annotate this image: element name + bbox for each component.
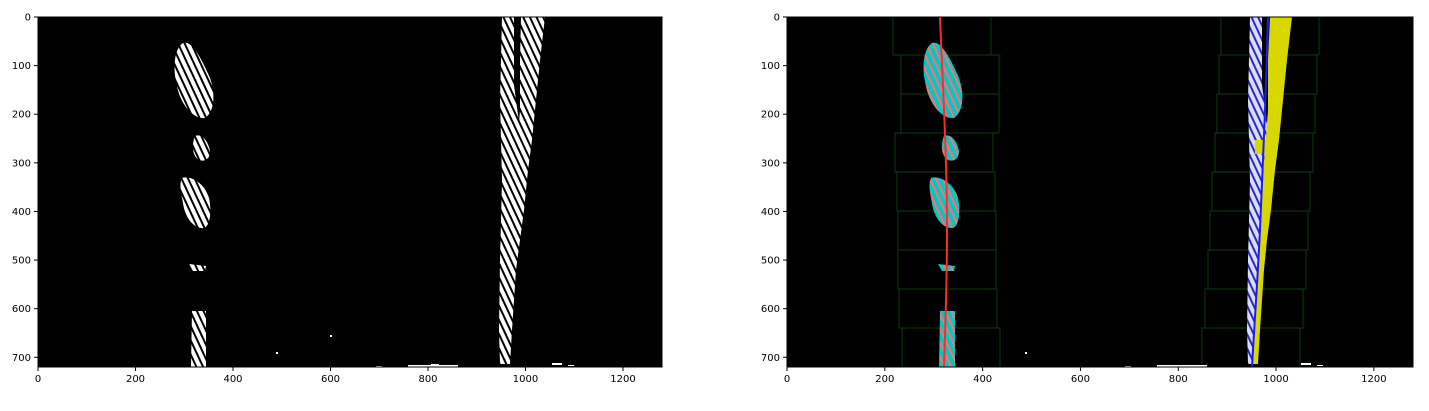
x-tick-label: 200 (126, 374, 145, 385)
x-tick-label: 1000 (513, 374, 538, 385)
y-tick-label: 100 (761, 61, 780, 72)
x-tick-label: 1200 (610, 374, 635, 385)
y-tick-label: 0 (774, 13, 780, 24)
y-tick-label: 600 (761, 304, 780, 315)
x-tick-label: 0 (35, 374, 41, 385)
x-tick-label: 0 (784, 374, 790, 385)
right-lane-pixels (499, 17, 545, 364)
y-tick-label: 600 (12, 304, 31, 315)
binary-warped-ticks: 0 200 400 600 800 1000 1200 0 100 200 300 400 500 600… (12, 13, 636, 386)
x-tick-label: 400 (223, 374, 242, 385)
y-tick-label: 700 (761, 353, 780, 364)
sliding-window-ticks: 0 200 400 600 800 1000 1200 0 100 200 300 400 500 600… (761, 13, 1387, 386)
y-tick-label: 500 (12, 256, 31, 267)
x-tick-label: 1000 (1263, 374, 1288, 385)
y-tick-label: 400 (12, 207, 31, 218)
x-tick-label: 800 (1169, 374, 1188, 385)
x-tick-label: 600 (321, 374, 340, 385)
y-tick-label: 300 (12, 158, 31, 169)
x-tick-label: 200 (875, 374, 894, 385)
right-lane-fit-line (1251, 16, 1269, 368)
left-lane-pixels (174, 42, 214, 367)
y-tick-label: 400 (761, 207, 780, 218)
y-tick-label: 100 (12, 61, 31, 72)
axes-frame (37, 16, 663, 368)
panel-background (38, 17, 662, 367)
y-tick-label: 300 (761, 158, 780, 169)
y-tick-label: 500 (761, 256, 780, 267)
left-lane-fit-line (939, 16, 949, 368)
axes-frame (786, 16, 1414, 368)
x-tick-label: 600 (1071, 374, 1090, 385)
panel-background (787, 17, 1413, 367)
x-tick-label: 400 (973, 374, 992, 385)
sliding-window-fit-panel (786, 16, 1414, 368)
y-tick-label: 0 (25, 13, 31, 24)
y-tick-label: 200 (12, 110, 31, 121)
y-tick-label: 700 (12, 353, 31, 364)
x-tick-label: 800 (418, 374, 437, 385)
x-tick-label: 1200 (1361, 374, 1386, 385)
binary-warped-panel (37, 16, 663, 368)
y-tick-label: 200 (761, 110, 780, 121)
